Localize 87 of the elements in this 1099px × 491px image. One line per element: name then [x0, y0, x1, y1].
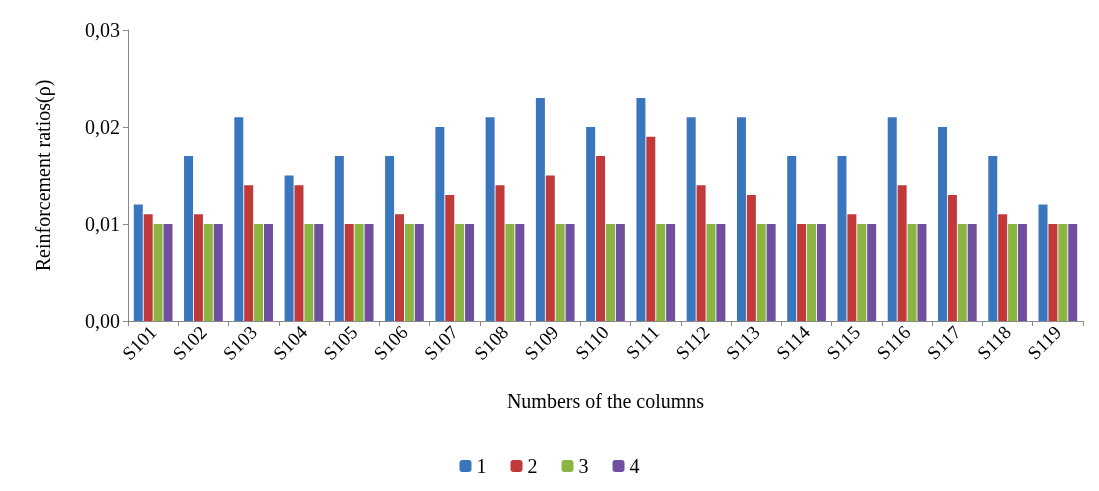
- bar: [756, 224, 766, 321]
- bar: [485, 117, 495, 321]
- bar: [455, 224, 465, 321]
- bar: [666, 224, 676, 321]
- bar: [816, 224, 826, 321]
- bar: [787, 156, 797, 321]
- bar: [133, 204, 143, 321]
- bar: [746, 194, 756, 321]
- bar: [445, 194, 455, 321]
- bar: [465, 224, 475, 321]
- legend-label: 1: [476, 455, 487, 477]
- bar: [887, 117, 897, 321]
- bar: [193, 214, 203, 321]
- bar: [937, 127, 947, 321]
- bar: [797, 224, 807, 321]
- bar: [857, 224, 867, 321]
- legend-label: 3: [578, 455, 589, 477]
- bar: [656, 224, 666, 321]
- bar: [143, 214, 153, 321]
- bar: [203, 224, 213, 321]
- bar: [716, 224, 726, 321]
- bar: [947, 194, 957, 321]
- bar: [967, 224, 977, 321]
- bar: [1017, 224, 1027, 321]
- y-tick-label: 0,02: [85, 116, 120, 138]
- bar: [314, 224, 324, 321]
- bar: [334, 156, 344, 321]
- bar: [284, 175, 294, 321]
- bar: [847, 214, 857, 321]
- bar: [435, 127, 445, 321]
- bar: [907, 224, 917, 321]
- bar: [213, 224, 223, 321]
- bar: [535, 97, 545, 321]
- y-tick-label: 0,03: [85, 19, 120, 41]
- bar: [696, 185, 706, 321]
- bar: [1038, 204, 1048, 321]
- bar: [1068, 224, 1078, 321]
- bar: [917, 224, 927, 321]
- y-tick-label: 0,01: [85, 213, 120, 235]
- x-axis-title: Numbers of the columns: [506, 390, 705, 412]
- bar: [354, 224, 364, 321]
- bar: [395, 214, 404, 321]
- bar: [264, 224, 274, 321]
- legend-label: 4: [629, 455, 640, 477]
- bar: [706, 224, 716, 321]
- bar: [344, 224, 354, 321]
- bar: [807, 224, 816, 321]
- bar: [153, 224, 163, 321]
- bar: [184, 156, 194, 321]
- y-axis-title: Reinforcement ratios(ρ): [32, 79, 55, 272]
- bar: [515, 224, 525, 321]
- bar: [163, 224, 173, 321]
- bar: [636, 97, 646, 321]
- bar: [615, 224, 625, 321]
- bar: [766, 224, 776, 321]
- bar: [957, 224, 967, 321]
- bar: [304, 224, 314, 321]
- bar: [686, 117, 696, 321]
- bar: [736, 117, 746, 321]
- bar: [234, 117, 244, 321]
- bar: [867, 224, 877, 321]
- bar: [586, 127, 596, 321]
- legend-label: 2: [527, 455, 538, 477]
- bar: [605, 224, 615, 321]
- bar: [596, 156, 606, 321]
- bar: [505, 224, 515, 321]
- bar: [998, 214, 1008, 321]
- bar: [1008, 224, 1018, 321]
- bar: [414, 224, 424, 321]
- bar: [897, 185, 907, 321]
- bar: [495, 185, 505, 321]
- bar: [837, 156, 847, 321]
- bar: [545, 175, 555, 321]
- bar: [294, 185, 304, 321]
- bar: [244, 185, 254, 321]
- bar: [555, 224, 565, 321]
- bar: [254, 224, 264, 321]
- bar: [565, 224, 575, 321]
- bar: [364, 224, 374, 321]
- bar: [646, 136, 656, 321]
- bar: [1048, 224, 1058, 321]
- bar: [385, 156, 395, 321]
- x-tick-label: S111: [621, 321, 664, 364]
- bar: [988, 156, 998, 321]
- y-tick-label: 0,00: [85, 310, 120, 332]
- bar: [1058, 224, 1068, 321]
- bar: [404, 224, 414, 321]
